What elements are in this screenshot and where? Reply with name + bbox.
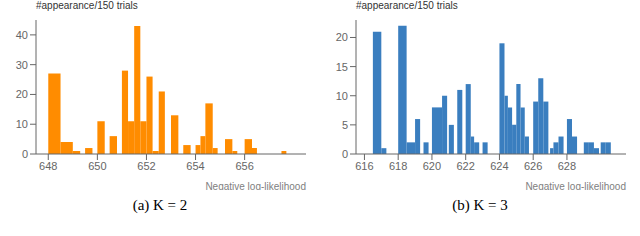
html-text:(a) K = 2: (a) K = 2 (132, 197, 188, 213)
svg-text:10: 10 (16, 118, 28, 130)
svg-text:5: 5 (342, 119, 348, 131)
svg-text:652: 652 (137, 160, 155, 172)
svg-text:656: 656 (235, 160, 253, 172)
svg-text:618: 618 (389, 160, 407, 172)
svg-text:20: 20 (336, 31, 348, 43)
svg-text:30: 30 (16, 59, 28, 71)
svg-text:40: 40 (16, 29, 28, 41)
svg-text:628: 628 (558, 160, 576, 172)
svg-text:622: 622 (457, 160, 475, 172)
svg-text:624: 624 (490, 160, 508, 172)
svg-text:15: 15 (336, 61, 348, 73)
svg-text:626: 626 (524, 160, 542, 172)
svg-text:0: 0 (22, 148, 28, 160)
svg-text:Negative log-likelihood: Negative log-likelihood (525, 181, 626, 190)
svg-text:620: 620 (423, 160, 441, 172)
svg-text:616: 616 (355, 160, 373, 172)
svg-text:20: 20 (16, 88, 28, 100)
svg-text:650: 650 (88, 160, 106, 172)
html-text:(b) K = 3: (b) K = 3 (452, 197, 508, 213)
html-text:#appearance/150 trials: #appearance/150 trials (356, 0, 458, 11)
html-text:#appearance/150 trials: #appearance/150 trials (36, 0, 138, 11)
svg-text:648: 648 (39, 160, 57, 172)
svg-text:0: 0 (342, 148, 348, 160)
svg-text:654: 654 (186, 160, 204, 172)
svg-text:Negative log-likelihood: Negative log-likelihood (205, 181, 306, 190)
svg-text:10: 10 (336, 90, 348, 102)
